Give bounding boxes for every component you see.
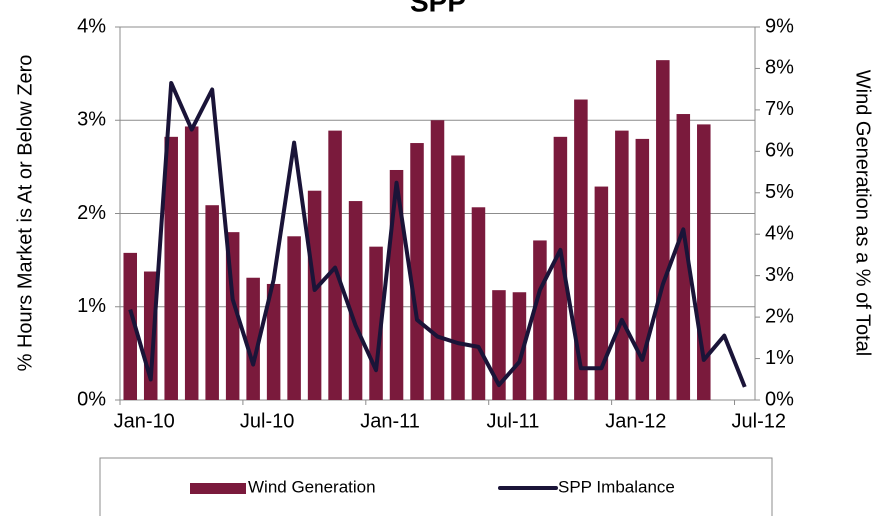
y-tick-label: 4% — [77, 15, 106, 37]
y2-tick-label: 8% — [765, 57, 794, 79]
bar — [205, 205, 219, 400]
y2-tick-label: 1% — [765, 347, 794, 369]
x-tick-label: Jul-11 — [486, 410, 539, 432]
bar — [348, 201, 363, 400]
legend-box — [99, 457, 773, 516]
y2-tick-label: 3% — [765, 264, 794, 286]
y2-tick-label: 0% — [765, 388, 794, 410]
bar — [594, 186, 609, 400]
x-tick-label: Jan-12 — [605, 410, 666, 432]
legend-label: SPP Imbalance — [558, 477, 675, 496]
bar — [430, 120, 445, 400]
bar — [246, 277, 260, 400]
bar — [574, 99, 588, 401]
legend-label: Wind Generation — [248, 477, 376, 496]
y2-tick-label: 5% — [765, 181, 794, 203]
bar — [287, 236, 301, 400]
legend-swatch — [190, 483, 246, 494]
bar — [184, 126, 199, 400]
y-tick-label: 1% — [77, 295, 106, 317]
bar — [123, 252, 138, 400]
bar — [533, 240, 547, 400]
x-tick-label: Jan-10 — [114, 410, 175, 432]
bar — [307, 190, 322, 400]
y2-tick-label: 4% — [765, 223, 794, 245]
y2-tick-label: 9% — [765, 15, 794, 37]
bar — [471, 207, 486, 400]
y2-tick-label: 2% — [765, 305, 794, 327]
y-axis-title: % Hours Market is At or Below Zero — [14, 55, 36, 372]
bar — [328, 130, 342, 400]
y2-tick-label: 7% — [765, 98, 794, 120]
y2-axis-title: Wind Generation as a % of Total — [852, 70, 874, 356]
bar — [410, 143, 424, 401]
bar — [266, 283, 281, 400]
x-tick-label: Jul-10 — [240, 410, 294, 432]
y-tick-label: 3% — [77, 109, 106, 131]
bar — [676, 114, 691, 401]
bar — [615, 130, 629, 400]
chart-title: SPP — [410, 0, 466, 17]
x-tick-label: Jul-12 — [732, 410, 786, 432]
bar — [635, 138, 650, 400]
bar — [164, 136, 178, 401]
y-tick-label: 0% — [77, 388, 106, 410]
bar — [553, 136, 568, 401]
bar — [656, 60, 670, 401]
bar — [512, 292, 527, 400]
bar — [451, 155, 465, 400]
y2-tick-label: 6% — [765, 140, 794, 162]
x-tick-label: Jan-11 — [360, 410, 420, 432]
y-tick-label: 2% — [77, 202, 106, 224]
bar — [492, 290, 506, 400]
line — [128, 80, 747, 388]
